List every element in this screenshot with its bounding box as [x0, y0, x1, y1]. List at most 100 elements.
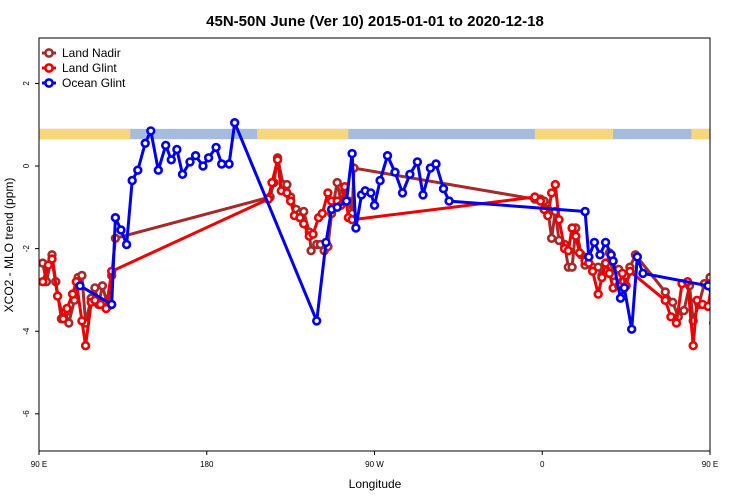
- point-ocean-glint-16: [198, 161, 208, 171]
- point-land-glint-27: [317, 208, 327, 219]
- point-land-glint-46: [574, 248, 585, 258]
- legend-item-ocean-glint: Ocean Glint: [42, 76, 126, 90]
- point-land-nadir-76: [722, 282, 729, 289]
- point-ocean-glint-43: [444, 196, 454, 206]
- point-ocean-glint-18: [211, 142, 221, 153]
- point-ocean-glint-26: [341, 196, 352, 206]
- point-ocean-glint-59: [720, 227, 727, 234]
- x-tick-label-4: 90 E: [702, 460, 718, 469]
- x-tick-label-0: 90 E: [31, 460, 47, 469]
- point-ocean-glint-22: [312, 316, 322, 326]
- x-axis-label: Longitude: [349, 477, 402, 491]
- point-land-glint-49: [587, 266, 598, 276]
- point-ocean-glint-38: [412, 157, 423, 167]
- point-ocean-glint-60: [727, 239, 734, 246]
- land-band-2: [534, 128, 614, 140]
- point-land-glint-28: [323, 188, 333, 198]
- land-band-1: [257, 128, 349, 140]
- x-tick-label-2: 90 W: [365, 460, 384, 469]
- point-land-nadir-28: [306, 246, 316, 256]
- point-ocean-glint-42: [438, 184, 449, 194]
- point-ocean-glint-0: [75, 281, 85, 291]
- point-land-glint-51: [597, 272, 607, 283]
- y-tick-label-1: 0: [22, 163, 31, 168]
- point-ocean-glint-61: [733, 177, 740, 184]
- point-ocean-glint-17: [203, 153, 214, 163]
- point-land-nadir-65: [660, 287, 670, 297]
- point-ocean-glint-55: [638, 268, 648, 279]
- point-ocean-glint-23: [321, 237, 331, 248]
- point-land-nadir-68: [679, 305, 689, 316]
- point-ocean-glint-19: [217, 159, 227, 169]
- series-line-land-nadir: [41, 156, 710, 325]
- legend-marker-land-glint: [44, 63, 54, 73]
- chart-title: 45N-50N June (Ver 10) 2015-01-01 to 2020…: [206, 13, 544, 30]
- legend-item-land-nadir: Land Nadir: [42, 46, 121, 60]
- y-tick-label-3: -4: [22, 327, 31, 335]
- y-tick-label-4: -6: [22, 410, 31, 418]
- legend-label-land-glint: Land Glint: [62, 61, 117, 75]
- point-land-nadir-9: [77, 270, 87, 281]
- point-ocean-glint-58: [714, 214, 721, 221]
- point-ocean-glint-35: [390, 167, 400, 177]
- point-land-glint-19: [282, 188, 292, 198]
- point-land-glint-17: [272, 155, 283, 165]
- legend-marker-ocean-glint: [44, 78, 54, 88]
- point-ocean-glint-45: [584, 252, 594, 262]
- point-land-glint-50: [593, 289, 603, 299]
- point-ocean-glint-12: [172, 144, 182, 155]
- point-ocean-glint-47: [595, 250, 605, 260]
- legend-marker-land-nadir: [44, 48, 54, 58]
- x-tick-label-1: 180: [200, 460, 214, 469]
- point-land-glint-16: [267, 177, 277, 188]
- ocean-band: [39, 128, 710, 140]
- land-band-0: [39, 128, 131, 140]
- point-ocean-glint-56: [703, 281, 710, 291]
- point-ocean-glint-50: [608, 256, 618, 266]
- point-ocean-glint-62: [738, 167, 745, 174]
- point-ocean-glint-52: [619, 283, 629, 293]
- point-land-nadir-75: [716, 285, 723, 292]
- point-ocean-glint-10: [161, 140, 171, 151]
- point-ocean-glint-63: [744, 142, 750, 149]
- point-land-glint-0: [39, 277, 48, 287]
- point-ocean-glint-31: [366, 188, 376, 198]
- point-land-nadir-44: [546, 233, 557, 244]
- point-land-glint-2: [47, 254, 57, 264]
- y-axis-label: XCO2 - MLO trend (ppm): [2, 178, 16, 313]
- point-ocean-glint-39: [418, 190, 428, 200]
- point-ocean-glint-21: [230, 117, 240, 128]
- legend-label-ocean-glint: Ocean Glint: [62, 76, 126, 90]
- point-land-glint-20: [285, 196, 296, 206]
- point-ocean-glint-11: [166, 155, 177, 165]
- point-land-nadir-26: [299, 206, 309, 217]
- y-tick-label-0: 2: [22, 81, 31, 86]
- point-ocean-glint-3: [116, 225, 126, 235]
- legend-item-land-glint: Land Glint: [42, 61, 117, 75]
- point-ocean-glint-14: [185, 157, 195, 167]
- point-ocean-glint-6: [133, 165, 143, 175]
- point-land-glint-44: [567, 223, 577, 233]
- point-land-glint-6: [67, 289, 78, 299]
- point-land-glint-61: [671, 318, 682, 328]
- series-ocean-glint: [75, 117, 750, 334]
- point-land-glint-38: [543, 210, 553, 221]
- point-ocean-glint-37: [405, 169, 415, 180]
- point-ocean-glint-28: [351, 223, 361, 233]
- point-land-glint-58: [625, 266, 635, 276]
- point-land-glint-53: [604, 268, 615, 279]
- point-ocean-glint-48: [600, 237, 611, 248]
- point-land-glint-52: [600, 258, 611, 268]
- y-tick-label-2: -2: [22, 245, 31, 253]
- point-ocean-glint-13: [177, 169, 188, 180]
- point-ocean-glint-27: [347, 148, 357, 159]
- point-ocean-glint-4: [121, 239, 132, 250]
- point-ocean-glint-33: [375, 175, 385, 186]
- point-land-glint-41: [554, 215, 564, 225]
- land-ocean-strip: [39, 128, 710, 140]
- point-ocean-glint-32: [369, 200, 380, 211]
- point-ocean-glint-9: [153, 165, 164, 175]
- point-land-nadir-49: [567, 262, 577, 272]
- point-land-nadir-78: [733, 235, 740, 242]
